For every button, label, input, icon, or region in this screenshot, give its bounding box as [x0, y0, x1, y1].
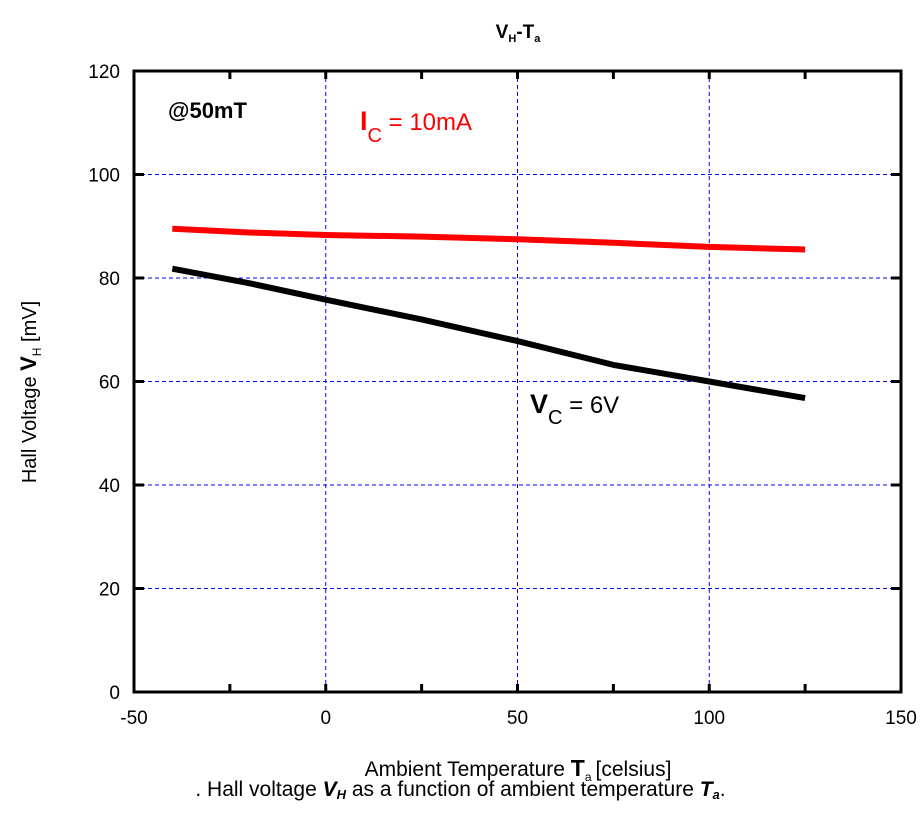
y-tick-label: 80 — [99, 269, 120, 290]
x-axis-label: Ambient Temperature Ta [celsius] — [365, 755, 672, 784]
caption-t-sub: a — [712, 787, 720, 802]
field-annotation: @50mT — [168, 98, 247, 123]
vc-value: = 6V — [562, 392, 619, 419]
y-tick-label: 0 — [109, 683, 120, 704]
ic-annotation: IC = 10mA — [360, 106, 472, 147]
caption-v: VH — [322, 778, 347, 802]
chart-title-sep: -T — [516, 22, 534, 43]
chart-title-main-sub: H — [508, 33, 516, 45]
y-tick-label: 20 — [99, 580, 120, 601]
vc-subscript: C — [548, 407, 562, 429]
chart-title: VH-Ta — [496, 22, 542, 45]
y-axis-label-symbol: V — [16, 356, 41, 371]
x-axis-label-prefix: Ambient Temperature — [365, 758, 571, 781]
x-axis-label-sub: a — [585, 770, 592, 784]
y-axis-label: Hall Voltage VH [mV] — [16, 301, 44, 483]
y-tick-label: 120 — [88, 62, 120, 83]
caption-t: Ta — [699, 778, 720, 802]
y-axis-label-unit: [mV] — [19, 301, 41, 348]
x-tick-label: 0 — [320, 708, 331, 729]
caption-v-symbol: V — [322, 778, 337, 801]
vc-symbol: V — [530, 389, 548, 419]
grid-lines — [134, 71, 901, 692]
series-line-0 — [172, 225, 806, 253]
x-axis-label-unit: [celsius] — [596, 758, 672, 781]
caption-t-symbol: T — [699, 778, 713, 801]
x-tick-label: 100 — [693, 708, 725, 729]
caption-v-sub: H — [336, 787, 347, 802]
y-tick-label: 40 — [99, 476, 120, 497]
vc-annotation: VC = 6V — [530, 389, 619, 429]
x-tick-label: 150 — [885, 708, 917, 729]
caption-mid: as a function of ambient temperature — [346, 778, 700, 801]
chart-title-main: V — [496, 22, 509, 43]
x-tick-label: -50 — [120, 708, 147, 729]
caption-end: . — [719, 778, 726, 801]
series-lines — [171, 225, 806, 402]
y-axis-label-sub: H — [30, 348, 44, 357]
y-tick-label: 60 — [99, 373, 120, 394]
y-tick-label: 100 — [88, 166, 120, 187]
figure-caption: . Hall voltage VH as a function of ambie… — [0, 778, 921, 802]
ic-symbol: I — [360, 106, 368, 136]
series-line-1 — [171, 265, 806, 402]
x-axis-label-symbol: T — [571, 755, 585, 781]
x-tick-label: 50 — [507, 708, 528, 729]
chart-title-sep-sub: a — [534, 33, 541, 45]
axis-ticks — [132, 69, 903, 694]
y-axis-label-prefix: Hall Voltage — [19, 371, 41, 483]
ic-subscript: C — [368, 125, 382, 147]
caption-lead: . Hall voltage — [195, 778, 323, 801]
ic-value: = 10mA — [382, 109, 472, 136]
